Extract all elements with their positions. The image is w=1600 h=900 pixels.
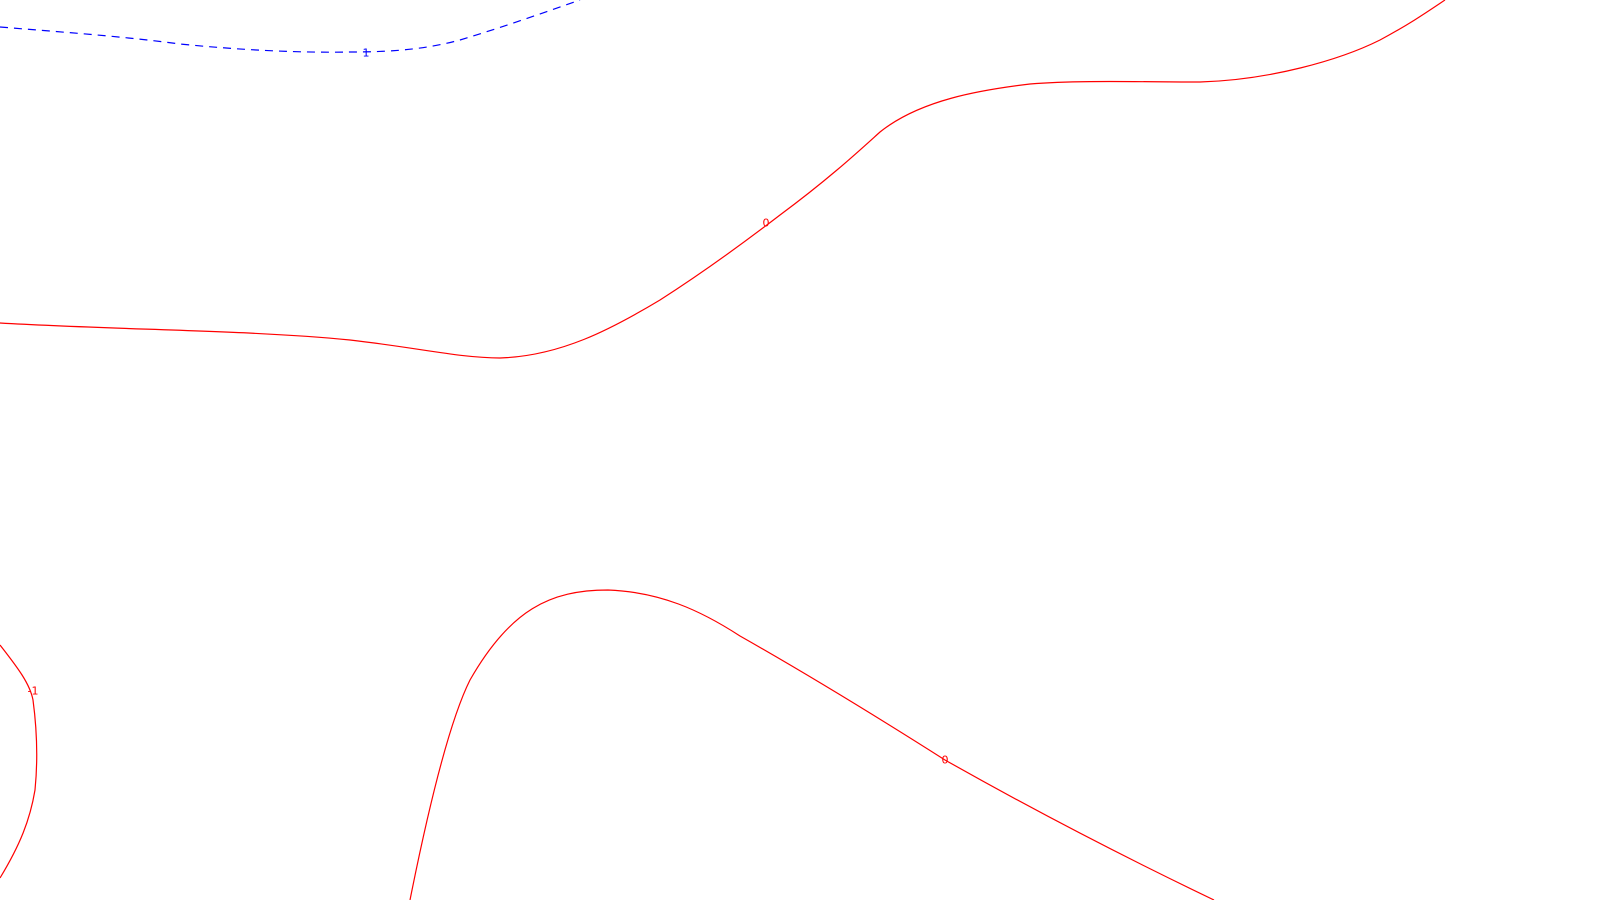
contour-line-lower-zero — [409, 589, 1215, 900]
contour-label-upper: 0 — [763, 217, 770, 230]
contour-label-top: 1 — [363, 47, 370, 60]
contour-label-left: -1 — [28, 685, 39, 698]
contour-line-upper-zero — [0, 0, 1446, 359]
contour-label-lower: 0 — [942, 754, 949, 767]
contour-line-top-dashed — [0, 0, 581, 53]
contour-line-left — [0, 644, 38, 879]
